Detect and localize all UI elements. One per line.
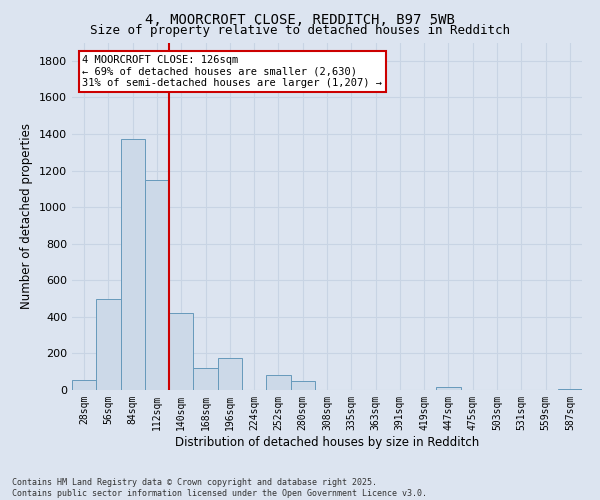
Bar bbox=[72, 380, 96, 390]
Bar bbox=[290, 381, 315, 390]
Text: 4 MOORCROFT CLOSE: 126sqm
← 69% of detached houses are smaller (2,630)
31% of se: 4 MOORCROFT CLOSE: 126sqm ← 69% of detac… bbox=[82, 54, 382, 88]
Bar bbox=[266, 376, 290, 390]
Bar bbox=[145, 180, 169, 390]
Bar bbox=[193, 368, 218, 390]
Bar bbox=[169, 313, 193, 390]
Bar bbox=[436, 388, 461, 390]
Bar bbox=[96, 298, 121, 390]
Text: 4, MOORCROFT CLOSE, REDDITCH, B97 5WB: 4, MOORCROFT CLOSE, REDDITCH, B97 5WB bbox=[145, 12, 455, 26]
X-axis label: Distribution of detached houses by size in Redditch: Distribution of detached houses by size … bbox=[175, 436, 479, 448]
Text: Contains HM Land Registry data © Crown copyright and database right 2025.
Contai: Contains HM Land Registry data © Crown c… bbox=[12, 478, 427, 498]
Text: Size of property relative to detached houses in Redditch: Size of property relative to detached ho… bbox=[90, 24, 510, 37]
Y-axis label: Number of detached properties: Number of detached properties bbox=[20, 123, 34, 309]
Bar bbox=[218, 358, 242, 390]
Bar bbox=[558, 389, 582, 390]
Bar bbox=[121, 140, 145, 390]
